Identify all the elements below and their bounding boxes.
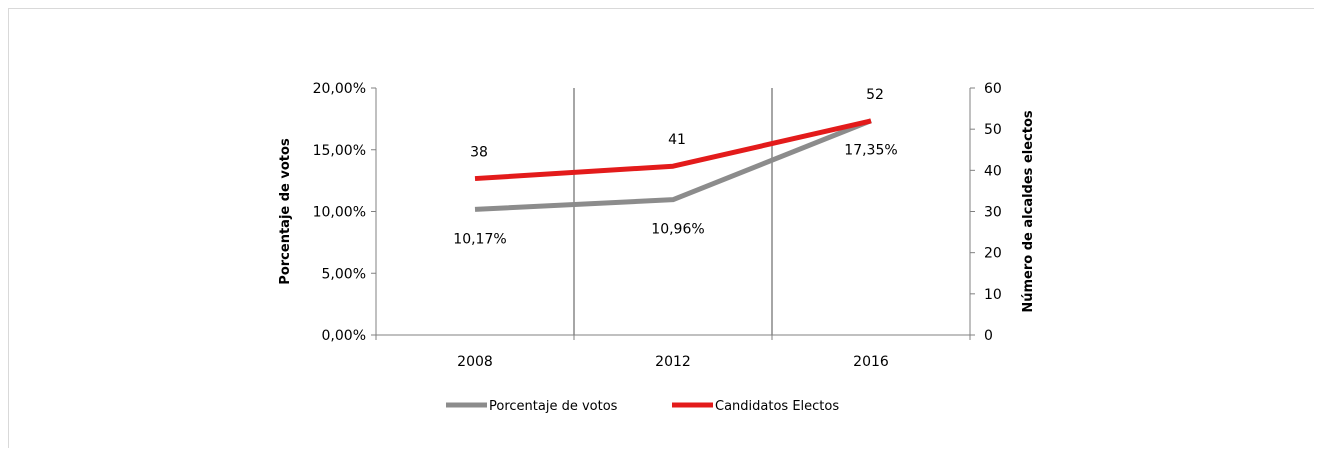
x-axis-ticks: 2008 2012 2016 bbox=[375, 335, 971, 370]
right-tick-label: 40 bbox=[984, 163, 1002, 179]
x-tick-label: 2012 bbox=[655, 354, 691, 370]
data-label-porcentaje: 17,35% bbox=[844, 143, 897, 159]
x-tick-label: 2016 bbox=[853, 354, 889, 370]
data-label-candidatos: 38 bbox=[470, 145, 488, 161]
left-axis-ticks: 0,00% 5,00% 10,00% 15,00% 20,00% bbox=[313, 81, 376, 344]
series-lines bbox=[474, 118, 872, 212]
left-tick-label: 5,00% bbox=[322, 266, 366, 282]
chart-frame bbox=[8, 8, 1314, 448]
legend: Porcentaje de votos Candidatos Electos bbox=[446, 399, 839, 414]
left-tick-label: 0,00% bbox=[322, 328, 366, 344]
right-axis-ticks: 0 10 20 30 40 50 60 bbox=[970, 81, 1002, 344]
right-axis-title: Número de alcaldes electos bbox=[1021, 110, 1036, 313]
series-line-porcentaje bbox=[474, 118, 872, 212]
legend-label-candidatos: Candidatos Electos bbox=[715, 399, 839, 414]
left-tick-label: 10,00% bbox=[313, 205, 366, 221]
right-tick-label: 60 bbox=[984, 81, 1002, 97]
right-tick-label: 20 bbox=[984, 246, 1002, 262]
legend-label-porcentaje: Porcentaje de votos bbox=[489, 399, 618, 414]
data-label-candidatos: 41 bbox=[668, 132, 686, 148]
data-label-porcentaje: 10,17% bbox=[453, 231, 506, 247]
axes bbox=[375, 88, 971, 336]
data-labels: 10,17% 10,96% 17,35% 38 41 52 bbox=[453, 87, 897, 247]
data-label-candidatos: 52 bbox=[866, 87, 884, 103]
x-tick-label: 2008 bbox=[457, 354, 493, 370]
right-tick-label: 0 bbox=[984, 328, 993, 344]
left-tick-label: 20,00% bbox=[313, 81, 366, 97]
data-label-porcentaje: 10,96% bbox=[651, 222, 704, 238]
gridlines bbox=[573, 88, 773, 335]
left-axis-title: Porcentaje de votos bbox=[278, 138, 293, 285]
left-tick-label: 15,00% bbox=[313, 143, 366, 159]
series-line-candidatos bbox=[474, 118, 872, 182]
right-tick-label: 50 bbox=[984, 122, 1002, 138]
right-tick-label: 10 bbox=[984, 287, 1002, 303]
right-tick-label: 30 bbox=[984, 205, 1002, 221]
